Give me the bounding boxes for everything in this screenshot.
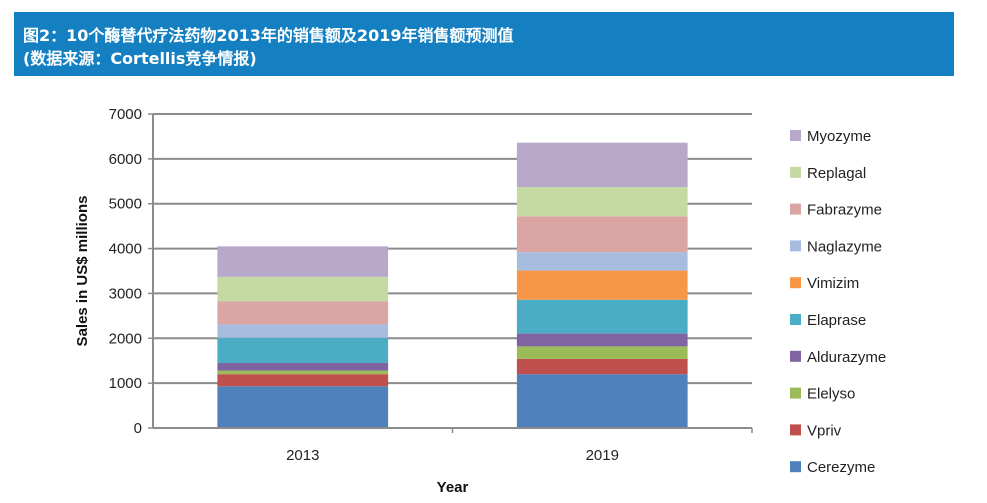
legend-swatch-cerezyme	[790, 461, 801, 473]
y-tick-label: 1000	[109, 375, 142, 392]
y-tick-label: 7000	[109, 106, 142, 123]
bar-segment-fabrazyme-2019	[516, 216, 688, 253]
legend-label-naglazyme: Naglazyme	[807, 238, 882, 255]
y-tick-label: 2000	[109, 330, 142, 347]
legend-label-replagal: Replagal	[807, 165, 866, 182]
bar-segment-fabrazyme-2013	[217, 301, 389, 325]
bar-segment-replagal-2019	[516, 187, 688, 217]
y-tick-label: 3000	[109, 285, 142, 302]
legend-swatch-vpriv	[790, 424, 801, 436]
y-tick-label: 6000	[109, 151, 142, 168]
legend-label-vimizim: Vimizim	[807, 275, 859, 292]
bar-segment-cerezyme-2019	[516, 374, 688, 428]
legend-label-cerezyme: Cerezyme	[807, 459, 875, 476]
chart-source: (数据来源：Cortellis竞争情报)	[23, 49, 257, 68]
x-axis-title: Year	[437, 479, 469, 496]
bar-segment-naglazyme-2019	[516, 252, 688, 271]
legend-label-vpriv: Vpriv	[807, 422, 842, 439]
y-axis-title: Sales in US$ millions	[74, 196, 91, 347]
legend-swatch-myozyme	[790, 130, 801, 141]
bar-segment-cerezyme-2013	[217, 386, 389, 428]
legend-swatch-aldurazyme	[790, 350, 801, 362]
y-tick-label: 0	[134, 420, 142, 437]
legend-label-myozyme: Myozyme	[807, 128, 871, 145]
legend-label-elaprase: Elaprase	[807, 312, 866, 329]
bar-segment-naglazyme-2013	[217, 324, 389, 338]
legend-swatch-elaprase	[790, 314, 801, 325]
title-banner: 图2：10个酶替代疗法药物2013年的销售额及2019年销售额预测值 (数据来源…	[14, 12, 954, 76]
bar-segment-aldurazyme-2013	[217, 362, 389, 371]
legend-label-fabrazyme: Fabrazyme	[807, 202, 882, 219]
y-tick-label: 5000	[109, 196, 142, 213]
bar-segment-myozyme-2013	[217, 246, 389, 277]
legend: Myozyme Replagal Fabrazyme Naglazyme Vimizim…	[790, 128, 886, 476]
bar-segment-elelyso-2019	[516, 346, 688, 359]
bar-segment-elelyso-2013	[217, 370, 389, 375]
legend-swatch-replagal	[790, 166, 801, 178]
bar-segment-replagal-2013	[217, 276, 389, 302]
legend-swatch-fabrazyme	[790, 203, 801, 215]
bar-segment-myozyme-2019	[516, 142, 688, 188]
bar-segment-elaprase-2013	[217, 337, 389, 363]
legend-swatch-naglazyme	[790, 240, 801, 252]
chart-title: 图2：10个酶替代疗法药物2013年的销售额及2019年销售额预测值	[23, 26, 514, 45]
y-tick-label: 4000	[109, 241, 142, 258]
bar-segment-aldurazyme-2019	[516, 333, 688, 347]
legend-swatch-vimizim	[790, 277, 801, 289]
legend-label-elelyso: Elelyso	[807, 386, 855, 403]
x-tick-label: 2019	[586, 447, 619, 464]
bar-segment-vpriv-2013	[217, 374, 389, 387]
axes: 0 1000 2000 3000 4000 5000 6000 7000 2013 2019 Yea…	[74, 106, 753, 496]
bar-segment-elaprase-2019	[516, 299, 688, 334]
bar-segment-vpriv-2019	[516, 358, 688, 375]
legend-label-aldurazyme: Aldurazyme	[807, 349, 886, 366]
bar-segment-vimizim-2019	[516, 270, 688, 300]
x-tick-label: 2013	[286, 447, 319, 464]
legend-swatch-elelyso	[790, 387, 801, 399]
bars	[217, 142, 688, 428]
